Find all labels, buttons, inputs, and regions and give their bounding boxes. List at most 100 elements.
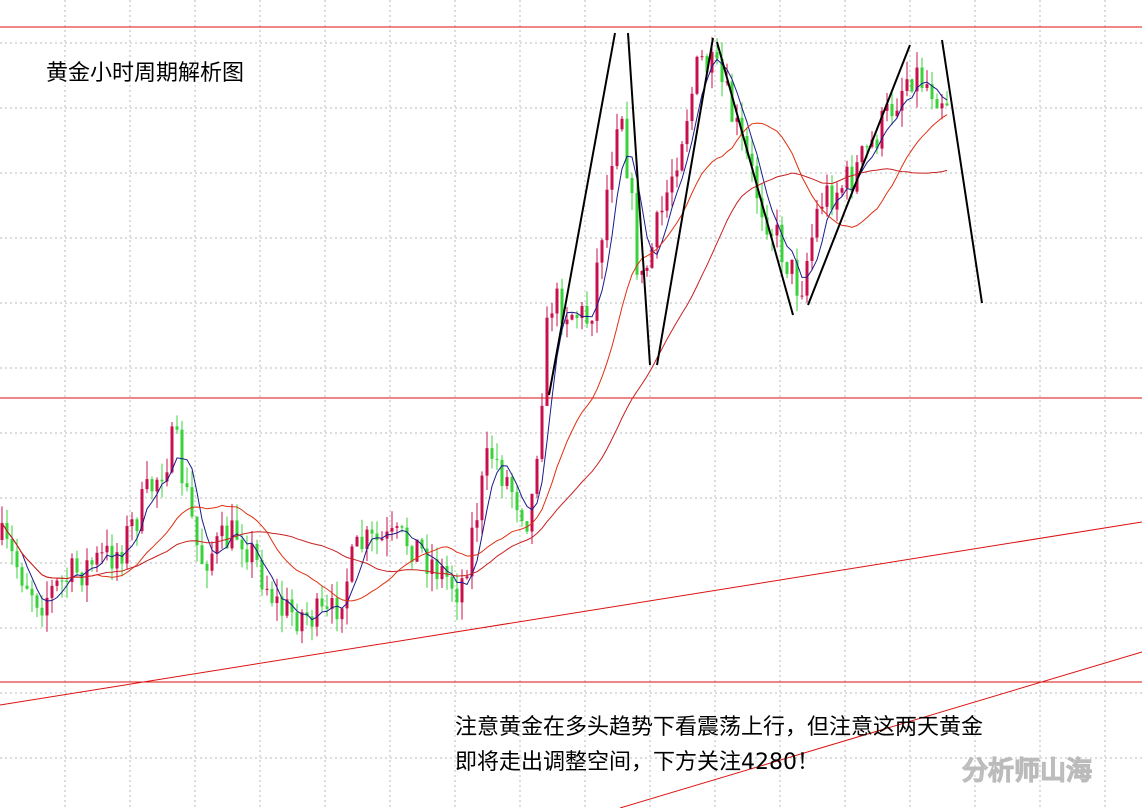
candle-body	[580, 306, 584, 319]
candle-body	[485, 448, 489, 476]
candle-body	[910, 79, 914, 92]
moving-averages	[1, 58, 948, 621]
candle-body	[865, 146, 869, 148]
candle-body	[75, 558, 79, 573]
candle-body	[735, 117, 739, 122]
candle-body	[125, 526, 129, 564]
candle-body	[215, 536, 219, 554]
candle-body	[635, 193, 639, 275]
candle-body	[860, 146, 864, 163]
candle-body	[60, 580, 64, 582]
candle-body	[330, 598, 334, 609]
candle-body	[425, 548, 429, 574]
candle-body	[615, 129, 619, 166]
candle-body	[840, 188, 844, 193]
candle-body	[760, 198, 764, 218]
candle-body	[450, 576, 454, 589]
candle-body	[875, 139, 879, 149]
candle-body	[925, 84, 929, 88]
candle-body	[605, 189, 609, 241]
trend-line	[0, 521, 1142, 706]
candle-body	[915, 67, 919, 92]
candle-body	[940, 103, 944, 109]
candle-body	[350, 546, 354, 582]
candle-body	[785, 262, 789, 274]
candle-body	[315, 598, 319, 627]
trend-line	[619, 651, 1142, 808]
wave-line	[716, 41, 794, 316]
candle-body	[85, 560, 89, 586]
wave-line	[627, 32, 651, 366]
candle-body	[395, 526, 399, 528]
candle-body	[945, 103, 949, 106]
candle-body	[470, 527, 474, 577]
candle-body	[815, 208, 819, 238]
candle-body	[510, 477, 514, 493]
candle-body	[190, 487, 194, 517]
candle-body	[35, 595, 39, 608]
candle-body	[655, 212, 659, 248]
candle-body	[805, 260, 809, 296]
candle-body	[780, 224, 784, 263]
candle-body	[170, 426, 174, 473]
candle-body	[340, 608, 344, 620]
candle-body	[355, 536, 359, 547]
candle-body	[705, 56, 709, 73]
candle-body	[490, 448, 494, 459]
annotation: 注意黄金在多头趋势下看震荡上行，但注意这两天黄金	[455, 715, 983, 740]
candle-body	[460, 578, 464, 603]
candle-body	[325, 606, 329, 609]
candle-body	[310, 616, 314, 627]
moving-average	[1, 114, 948, 602]
candle-body	[430, 559, 434, 574]
candle-body	[930, 84, 934, 99]
candle-body	[885, 103, 889, 111]
candle-body	[155, 479, 159, 492]
candle-body	[10, 538, 14, 552]
candle-body	[160, 479, 164, 482]
candle-body	[410, 546, 414, 562]
candle-body	[65, 580, 69, 583]
candle-body	[370, 529, 374, 534]
candle-body	[900, 90, 904, 111]
candle-body	[790, 259, 794, 274]
candle-body	[180, 429, 184, 484]
candle-body	[675, 170, 679, 177]
candle-body	[30, 588, 34, 596]
wave-line	[656, 37, 714, 366]
candle-body	[375, 533, 379, 541]
candle-body	[640, 270, 644, 275]
candle-body	[555, 288, 559, 314]
candle-body	[300, 612, 304, 632]
candle-body	[745, 135, 749, 154]
candle-body	[715, 52, 719, 59]
candle-body	[275, 596, 279, 604]
candle-body	[280, 596, 284, 616]
candle-body	[360, 536, 364, 550]
watermark: 分析师山海	[962, 757, 1092, 787]
candle-body	[795, 259, 799, 296]
candle-body	[680, 144, 684, 171]
candle-body	[905, 79, 909, 91]
candle-body	[685, 121, 689, 145]
candle-body	[690, 93, 694, 122]
candle-body	[260, 559, 264, 590]
candle-body	[590, 320, 594, 324]
candle-body	[585, 306, 589, 324]
candle-body	[390, 527, 394, 532]
candle-body	[660, 210, 664, 213]
candle-body	[540, 405, 544, 459]
candle-body	[895, 110, 899, 117]
candle-body	[670, 176, 674, 193]
wave-lines	[548, 32, 983, 396]
candle-body	[620, 118, 624, 130]
candle-body	[195, 516, 199, 546]
candle-body	[365, 529, 369, 550]
candle-body	[890, 103, 894, 117]
candle-body	[400, 526, 404, 528]
candle-body	[505, 477, 509, 486]
candle-body	[80, 572, 84, 586]
candle-body	[560, 288, 564, 325]
candle-body	[495, 458, 499, 460]
